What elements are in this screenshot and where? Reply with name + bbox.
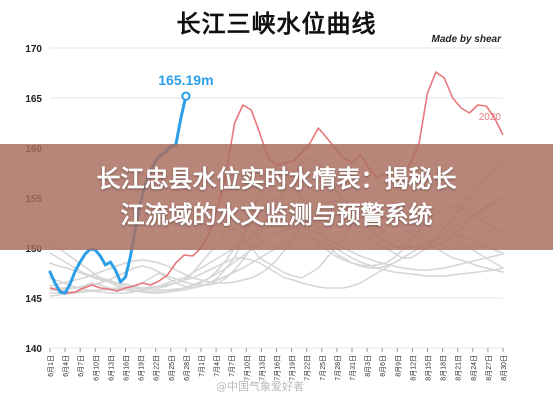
x-tick-label: 7月16日 <box>274 355 282 381</box>
x-tick-label: 7月22日 <box>304 355 312 381</box>
author-credit: Made by shear <box>431 34 501 45</box>
y-tick-label: 170 <box>25 44 42 55</box>
x-tick-label: 8月24日 <box>470 355 478 381</box>
y-tick-label: 140 <box>25 344 42 355</box>
x-tick-label: 8月18日 <box>440 355 448 381</box>
current-value-annotation: 165.19m <box>158 72 213 88</box>
x-tick-label: 7月19日 <box>289 355 297 381</box>
y-tick-label: 145 <box>25 294 42 305</box>
headline-overlay <box>0 144 553 250</box>
x-tick-label: 8月3日 <box>364 355 372 377</box>
chart-title: 长江三峡水位曲线 <box>176 10 377 38</box>
x-tick-label: 6月19日 <box>138 355 146 381</box>
x-tick-label: 6月7日 <box>77 355 85 377</box>
x-tick-label: 7月7日 <box>228 355 236 377</box>
x-tick-label: 8月6日 <box>379 355 387 377</box>
watermark: @中国气象爱好者 <box>216 380 304 393</box>
x-tick-label: 6月22日 <box>153 355 161 381</box>
x-tick-label: 8月27日 <box>485 355 493 381</box>
x-tick-label: 6月16日 <box>123 355 131 381</box>
x-tick-label: 6月28日 <box>183 355 191 381</box>
x-tick-label: 7月28日 <box>334 355 342 381</box>
x-tick-label: 6月1日 <box>47 355 55 377</box>
x-tick-label: 7月13日 <box>258 355 266 381</box>
x-tick-label: 7月25日 <box>319 355 327 381</box>
x-tick-label: 6月25日 <box>168 355 176 381</box>
headline-line-2: 江流域的水文监测与预警系统 <box>120 201 433 229</box>
x-tick-label: 7月4日 <box>213 355 221 377</box>
x-tick-label: 8月21日 <box>455 355 463 381</box>
x-tick-label: 8月9日 <box>394 355 402 377</box>
headline-line-1: 长江忠县水位实时水情表：揭秘长 <box>96 165 457 193</box>
x-tick-label: 7月31日 <box>349 355 357 381</box>
current-endpoint-marker <box>181 91 191 101</box>
x-tick-label: 8月30日 <box>500 355 508 381</box>
y-tick-label: 165 <box>25 94 42 105</box>
x-tick-label: 7月1日 <box>198 355 206 377</box>
series-2020-label: 2020 <box>479 112 502 123</box>
x-tick-label: 8月12日 <box>409 355 417 381</box>
x-tick-label: 8月15日 <box>425 355 433 381</box>
x-tick-label: 6月4日 <box>62 355 70 377</box>
x-tick-label: 7月10日 <box>243 355 251 381</box>
x-tick-label: 6月10日 <box>92 355 100 381</box>
x-tick-label: 6月13日 <box>107 355 115 381</box>
